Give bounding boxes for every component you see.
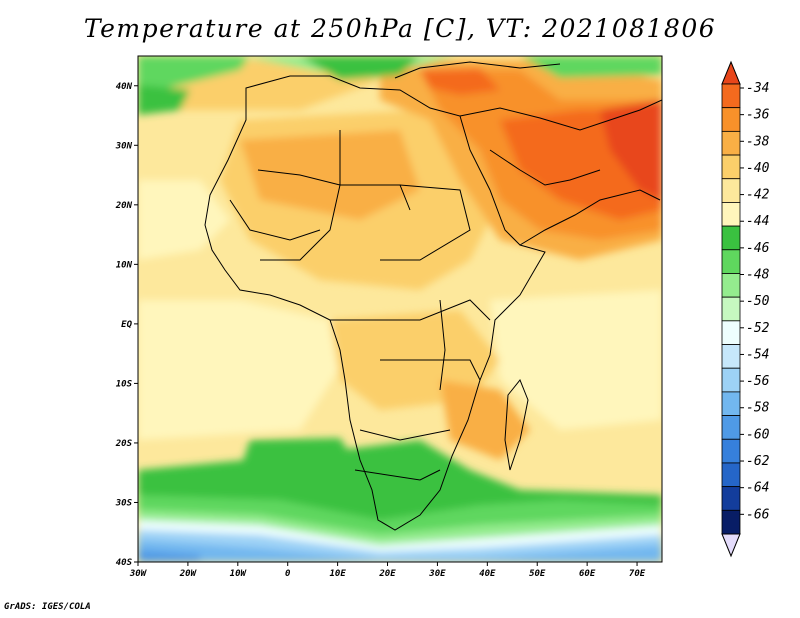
- lon-tick-label: 40E: [479, 569, 496, 579]
- colorbar-label: -56: [746, 374, 770, 389]
- colorbar-swatch: [721, 225, 741, 251]
- lon-tick-label: 20W: [179, 569, 198, 579]
- colorbar-bottom-arrow: [721, 533, 741, 558]
- map-frame: [137, 55, 663, 563]
- colorbar-swatch: [721, 415, 741, 440]
- colorbar-swatch: [721, 367, 741, 393]
- lat-tick-label: 20S: [115, 439, 133, 449]
- lon-tick-label: 50E: [529, 569, 546, 579]
- colorbar-label: -34: [746, 81, 769, 96]
- colorbar-label: -36: [746, 108, 770, 123]
- colorbar-swatch: [721, 178, 741, 203]
- colorbar-swatch: [721, 249, 741, 274]
- colorbar-swatch: [721, 486, 741, 511]
- colorbar-swatch: [721, 391, 741, 416]
- colorbar-swatch: [721, 273, 741, 298]
- colorbar-label: -48: [746, 268, 770, 283]
- lat-tick-label: 30S: [115, 498, 133, 508]
- colorbar-swatch: [721, 202, 741, 227]
- lat-tick-label: 40N: [116, 82, 133, 92]
- temperature-field: [138, 56, 662, 562]
- colorbar-label: -64: [746, 481, 769, 496]
- colorbar-label: -60: [746, 427, 770, 442]
- lon-tick-label: 10W: [230, 569, 248, 579]
- lon-tick-label: 70E: [629, 569, 646, 579]
- colorbar-label: -42: [746, 188, 770, 203]
- colorbar-label: -44: [746, 214, 769, 229]
- colorbar-label: -50: [746, 294, 770, 309]
- lon-tick-label: 10E: [329, 569, 346, 579]
- lat-tick-label: 10N: [116, 260, 133, 270]
- colorbar-swatch: [721, 438, 741, 464]
- colorbar-label: -40: [746, 161, 770, 176]
- lat-tick-label: 10S: [116, 379, 133, 389]
- colorbar-swatch: [721, 83, 741, 109]
- lat-tick-label: EQ: [121, 320, 132, 330]
- colorbar-swatch: [721, 130, 741, 156]
- colorbar-swatch: [721, 320, 741, 345]
- colorbar: -34 -36 -38 -40 -42 -44 -46 -48 -50 -52 -54 -56 -58 -…: [721, 60, 770, 558]
- colorbar-label: -62: [746, 454, 770, 469]
- colorbar-swatch: [721, 344, 741, 369]
- colorbar-swatch: [721, 154, 741, 180]
- lon-tick-label: 0: [285, 569, 291, 579]
- chart-title: Temperature at 250hPa [C], VT: 202108180…: [83, 14, 717, 43]
- colorbar-label: -54: [746, 347, 769, 362]
- coastlines: [204, 61, 662, 531]
- colorbar-label: -46: [746, 241, 770, 256]
- lat-tick-label: 40S: [116, 558, 133, 568]
- lon-tick-label: 60E: [579, 569, 596, 579]
- lon-tick-label: 30W: [129, 569, 148, 579]
- colorbar-top-arrow: [721, 60, 741, 85]
- colorbar-swatch: [721, 462, 741, 488]
- colorbar-swatch: [721, 107, 741, 132]
- lon-tick-label: 30E: [428, 569, 446, 579]
- colorbar-label: -58: [746, 401, 770, 416]
- lat-tick-label: 30N: [115, 141, 133, 151]
- credit-text: GrADS: IGES/COLA: [4, 602, 91, 612]
- colorbar-swatch: [721, 296, 741, 322]
- lon-tick-label: 20E: [378, 569, 396, 579]
- colorbar-label: -52: [746, 321, 770, 336]
- colorbar-swatch: [721, 509, 741, 535]
- colorbar-label: -66: [746, 507, 770, 522]
- lat-tick-label: 20N: [115, 201, 133, 211]
- colorbar-label: -38: [746, 134, 770, 149]
